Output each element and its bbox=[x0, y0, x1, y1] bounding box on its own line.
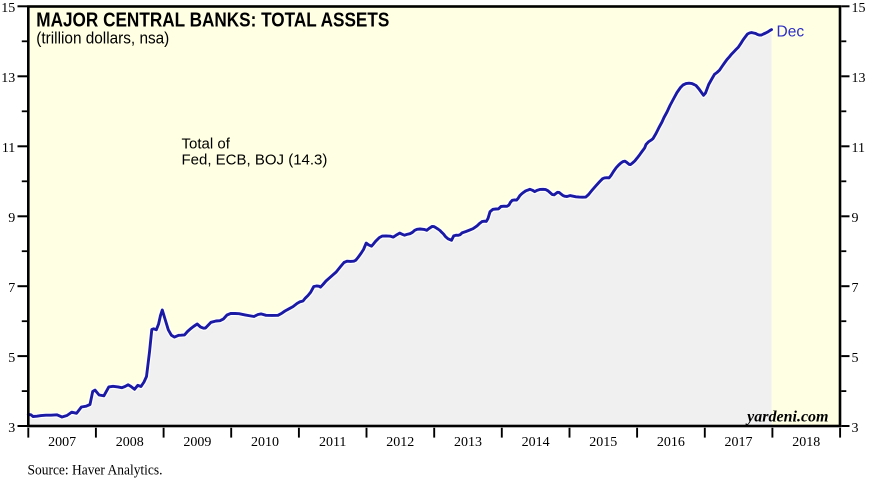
svg-text:2013: 2013 bbox=[454, 435, 482, 450]
svg-text:9: 9 bbox=[852, 211, 859, 226]
svg-text:7: 7 bbox=[8, 281, 15, 296]
svg-text:13: 13 bbox=[1, 71, 15, 86]
svg-text:Fed, ECB, BOJ (14.3): Fed, ECB, BOJ (14.3) bbox=[182, 152, 328, 169]
svg-text:2015: 2015 bbox=[589, 435, 617, 450]
svg-text:Source: Haver Analytics.: Source: Haver Analytics. bbox=[28, 463, 163, 479]
svg-text:Dec: Dec bbox=[777, 23, 805, 40]
svg-text:11: 11 bbox=[2, 141, 15, 156]
svg-text:MAJOR CENTRAL BANKS: TOTAL ASS: MAJOR CENTRAL BANKS: TOTAL ASSETS bbox=[36, 8, 389, 31]
svg-text:yardeni.com: yardeni.com bbox=[745, 409, 828, 426]
svg-text:2014: 2014 bbox=[522, 435, 550, 450]
svg-text:2008: 2008 bbox=[116, 435, 144, 450]
svg-text:2012: 2012 bbox=[386, 435, 414, 450]
svg-text:5: 5 bbox=[8, 351, 15, 366]
svg-text:2016: 2016 bbox=[657, 435, 685, 450]
svg-text:3: 3 bbox=[8, 421, 15, 436]
svg-text:2018: 2018 bbox=[792, 435, 820, 450]
svg-text:5: 5 bbox=[852, 351, 859, 366]
svg-text:13: 13 bbox=[852, 71, 866, 86]
svg-text:3: 3 bbox=[852, 421, 859, 436]
svg-text:9: 9 bbox=[8, 211, 15, 226]
svg-text:Total of: Total of bbox=[182, 136, 231, 153]
svg-text:2009: 2009 bbox=[183, 435, 211, 450]
svg-text:2010: 2010 bbox=[251, 435, 279, 450]
svg-text:11: 11 bbox=[852, 141, 865, 156]
svg-text:2007: 2007 bbox=[48, 435, 76, 450]
svg-text:2011: 2011 bbox=[319, 435, 346, 450]
svg-text:15: 15 bbox=[1, 1, 15, 16]
svg-text:7: 7 bbox=[852, 281, 859, 296]
svg-text:2017: 2017 bbox=[725, 435, 753, 450]
svg-text:15: 15 bbox=[852, 1, 866, 16]
svg-text:(trillion dollars, nsa): (trillion dollars, nsa) bbox=[36, 28, 169, 47]
